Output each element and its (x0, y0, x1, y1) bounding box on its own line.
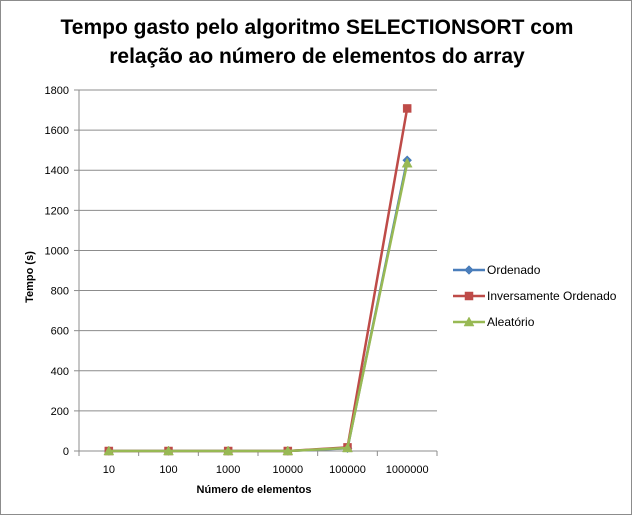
x-tick-label: 100000 (329, 464, 366, 476)
y-tick-label: 1000 (45, 245, 69, 257)
x-tick-label: 100 (159, 464, 177, 476)
legend-label: Inversamente Ordenado (487, 289, 616, 303)
series-line (109, 108, 407, 451)
y-tick-label: 0 (63, 446, 69, 458)
y-tick-label: 600 (51, 326, 69, 338)
y-tick-label: 1200 (45, 205, 69, 217)
x-axis-label: Número de elementos (71, 484, 437, 496)
y-tick-label: 1400 (45, 165, 69, 177)
legend-swatch (453, 263, 485, 277)
series-line (109, 163, 407, 451)
legend-swatch-marker (465, 292, 473, 300)
data-point (403, 104, 411, 112)
legend-label: Ordenado (487, 263, 540, 277)
legend-label: Aleatório (487, 315, 534, 329)
legend-swatch-marker (465, 266, 474, 275)
y-axis-label: Tempo (s) (24, 217, 36, 337)
series-1 (105, 104, 411, 455)
y-tick-label: 1800 (45, 85, 69, 97)
y-tick-label: 800 (51, 286, 69, 298)
x-tick-label: 1000 (216, 464, 240, 476)
x-tick-label: 1000000 (386, 464, 429, 476)
legend-swatch (453, 289, 485, 303)
series-line (109, 160, 407, 451)
y-tick-label: 200 (51, 406, 69, 418)
x-tick-label: 10 (103, 464, 115, 476)
y-tick-label: 1600 (45, 125, 69, 137)
legend-swatch (453, 315, 485, 329)
x-tick-label: 10000 (273, 464, 304, 476)
y-tick-label: 400 (51, 366, 69, 378)
